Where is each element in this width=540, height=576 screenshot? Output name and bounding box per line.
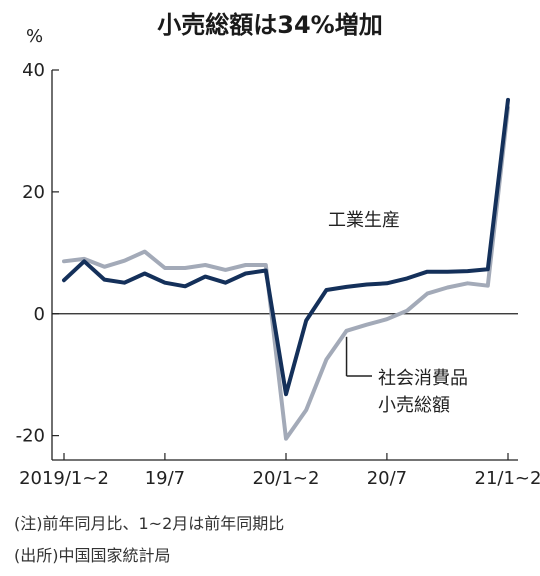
x-tick-label: 20/1~2 (253, 468, 320, 489)
x-tick-label: 21/1~2 (475, 468, 540, 489)
y-tick-label: 20 (22, 182, 45, 203)
note-yoy: (注)前年同月比、1~2月は前年同期比 (14, 514, 285, 533)
label-retail-sales-line2: 小売総額 (378, 395, 450, 416)
y-unit-label: % (26, 26, 43, 47)
x-tick-label: 20/7 (367, 468, 407, 489)
y-tick-labels: -20 0 20 40 (16, 60, 45, 447)
annotations: 工業生産 社会消費品 小売総額 (328, 210, 468, 416)
axes (51, 69, 518, 461)
label-industrial-production: 工業生産 (328, 210, 400, 231)
y-tick-label: 0 (34, 304, 45, 325)
label-retail-sales-line1: 社会消費品 (378, 368, 468, 389)
x-tick-labels: 2019/1~2 19/7 20/1~2 20/7 21/1~2 (19, 468, 540, 489)
x-tick-label: 2019/1~2 (19, 468, 109, 489)
y-tick-label: -20 (16, 426, 45, 447)
series-lines (62, 97, 510, 441)
x-tick-label: 19/7 (145, 468, 185, 489)
note-source: (出所)中国国家統計局 (14, 546, 171, 565)
series-line-industrial-production (62, 97, 510, 397)
chart-title: 小売総額は34%増加 (157, 11, 382, 39)
series-line-retail-sales (62, 105, 510, 441)
y-tick-label: 40 (22, 60, 45, 81)
